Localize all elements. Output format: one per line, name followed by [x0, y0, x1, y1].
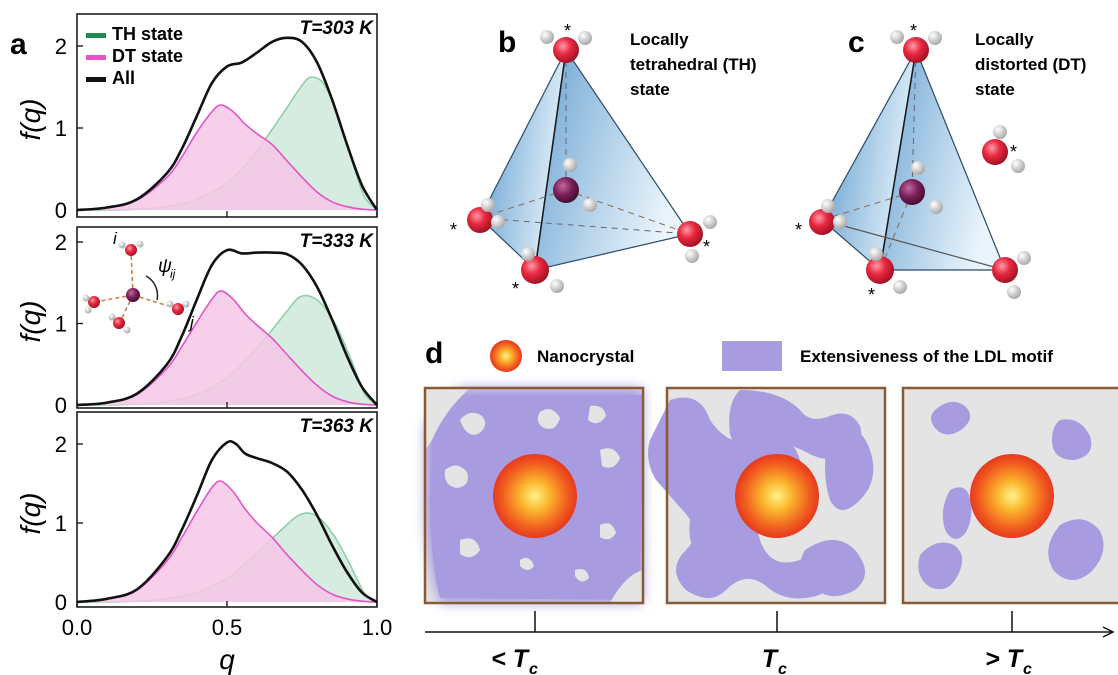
- axis-label-tc: T: [762, 645, 780, 673]
- panel-b-title-line1: Locally: [630, 30, 689, 49]
- y-tick-label: 2: [55, 432, 67, 457]
- legend-swatch: [86, 33, 106, 38]
- temperature-annotation: T=333 K: [300, 231, 375, 252]
- y-tick-label: 2: [55, 230, 67, 255]
- panel-b-title-line3: state: [630, 80, 670, 99]
- chart-panel-2: 0 1 2 f(q) T=333 K: [15, 226, 378, 418]
- axis-label-above-tc: > T: [985, 645, 1025, 673]
- panel-label-a: a: [10, 28, 27, 61]
- panel-label-b: b: [498, 26, 516, 59]
- nanocrystal: [493, 454, 577, 538]
- inset-water-cluster: i j ψ ij: [82, 229, 195, 334]
- star-marker: *: [910, 21, 917, 41]
- y-axis-label: f(q): [15, 493, 46, 535]
- star-marker: *: [564, 21, 571, 41]
- nanocrystal: [970, 454, 1054, 538]
- y-axis-label: f(q): [15, 301, 46, 343]
- star-marker: *: [795, 220, 802, 240]
- dt-state-area: [77, 105, 377, 210]
- panel-label-c: c: [848, 26, 865, 59]
- panel-c: c Locally distorted (DT) state * * * *: [795, 21, 1086, 305]
- star-marker: *: [512, 279, 519, 299]
- panel-c-title-line2: distorted (DT): [975, 55, 1086, 74]
- y-tick-label: 1: [55, 312, 67, 337]
- dt-state-area: [77, 480, 377, 602]
- axis-label-below-tc: < T: [491, 645, 531, 673]
- chart-panel-3: 0 1 2 f(q) T=363 K 0.0 0.5 1.0 q: [15, 411, 393, 675]
- nanocrystal: [735, 454, 819, 538]
- inset-label-j: j: [188, 313, 195, 332]
- panel-c-title-line1: Locally: [975, 30, 1034, 49]
- y-tick-label: 0: [55, 393, 67, 418]
- box-above-tc: [901, 386, 1118, 605]
- all-state-line: [76, 439, 378, 604]
- panel-b-title-line2: tetrahedral (TH): [630, 55, 757, 74]
- panel-d: d Nanocrystal Extensiveness of the LDL m…: [423, 337, 1118, 675]
- central-oxygen: [899, 179, 925, 205]
- panel-b: b Locally tetrahedral (TH) state * * * *: [450, 21, 757, 299]
- legend-nanocrystal-swatch: [490, 340, 522, 372]
- temperature-annotation: T=303 K: [300, 18, 375, 39]
- all-state-line: [76, 248, 378, 407]
- legend-swatch: [86, 55, 106, 60]
- dt-state-line: [76, 480, 378, 603]
- y-axis-label: f(q): [15, 99, 46, 141]
- legend-nanocrystal-label: Nanocrystal: [537, 347, 634, 366]
- y-tick-label: 1: [55, 511, 67, 536]
- box-at-tc: [648, 386, 887, 605]
- star-marker: *: [868, 285, 875, 305]
- dt-state-area: [77, 290, 377, 405]
- inset-label-psi: ψ: [158, 256, 172, 277]
- y-tick-label: 0: [55, 590, 67, 615]
- dt-state-line: [76, 104, 378, 211]
- x-tick-label: 1.0: [362, 615, 393, 640]
- all-state-line: [76, 36, 379, 212]
- axis-label-sub: c: [529, 661, 538, 675]
- y-tick-label: 0: [55, 198, 67, 223]
- inset-label-i: i: [113, 229, 118, 248]
- y-tick-label: 1: [55, 116, 67, 141]
- inset-label-psi-sub: ij: [170, 267, 176, 281]
- star-marker: *: [1010, 142, 1017, 162]
- star-marker: *: [703, 237, 710, 257]
- legend-label: All: [112, 68, 135, 88]
- x-axis-label: q: [219, 644, 235, 675]
- axis-arrow-icon: [1102, 626, 1115, 638]
- legend-ldl-swatch: [722, 341, 782, 371]
- panel-label-d: d: [425, 337, 443, 370]
- star-marker: *: [450, 220, 457, 240]
- legend-label: DT state: [112, 46, 183, 66]
- displaced-water: [982, 139, 1008, 165]
- y-tick-label: 2: [55, 34, 67, 59]
- temperature-annotation: T=363 K: [300, 416, 375, 437]
- legend-swatch: [86, 77, 106, 82]
- legend-ldl-label: Extensiveness of the LDL motif: [800, 347, 1053, 366]
- dt-state-line: [76, 290, 378, 406]
- x-tick-label: 0.5: [212, 615, 243, 640]
- box-below-tc: [423, 386, 645, 605]
- x-tick-label: 0.0: [62, 615, 93, 640]
- panel-c-title-line3: state: [975, 80, 1015, 99]
- axis-label-sub: c: [1023, 661, 1032, 675]
- legend-label: TH state: [112, 24, 183, 44]
- axis-label-sub: c: [778, 661, 787, 675]
- central-oxygen: [553, 177, 579, 203]
